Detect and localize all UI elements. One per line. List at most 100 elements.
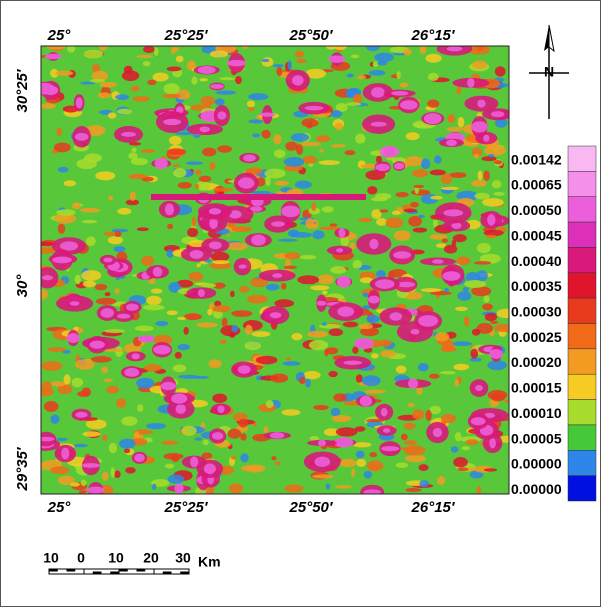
texture-blob — [124, 367, 140, 377]
texture-blob — [399, 82, 409, 88]
texture-blob — [487, 214, 496, 226]
texture-blob — [56, 437, 68, 442]
texture-blob — [90, 356, 112, 363]
texture-blob — [349, 242, 356, 250]
texture-blob — [453, 363, 470, 371]
texture-blob — [101, 471, 109, 481]
left-axis-label: 29°35′ — [14, 446, 31, 491]
texture-blob — [405, 132, 420, 141]
texture-blob — [490, 111, 505, 118]
top-axis-label: 25° — [47, 27, 72, 44]
texture-blob — [215, 90, 237, 95]
texture-blob — [251, 234, 266, 246]
texture-blob — [483, 134, 490, 142]
scale-label: 10 — [108, 550, 124, 566]
texture-ridge — [151, 194, 366, 200]
texture-blob — [212, 305, 231, 313]
texture-blob — [494, 323, 509, 333]
legend-swatch — [567, 272, 597, 299]
map-border — [40, 45, 510, 495]
texture-blob — [377, 60, 388, 66]
texture-blob — [53, 142, 71, 153]
texture-blob — [451, 239, 457, 247]
texture-blob — [172, 168, 187, 178]
legend-swatch — [567, 450, 597, 476]
texture-blob — [230, 455, 236, 460]
texture-blob — [403, 422, 416, 430]
texture-blob — [455, 306, 468, 312]
texture-blob — [330, 266, 347, 274]
texture-blob — [66, 333, 80, 344]
scale-label: 30 — [175, 550, 191, 566]
texture-blob — [191, 76, 198, 85]
texture-blob — [200, 96, 216, 106]
texture-blob — [83, 49, 103, 59]
scale-segment — [49, 569, 58, 572]
texture-blob — [133, 431, 140, 438]
texture-blob — [199, 126, 211, 133]
texture-blob — [243, 154, 256, 162]
texture-blob — [118, 438, 136, 450]
texture-blob — [284, 484, 304, 493]
texture-blob — [45, 46, 66, 50]
texture-blob — [99, 81, 118, 88]
texture-blob — [354, 133, 366, 144]
texture-blob — [470, 417, 486, 426]
texture-blob — [473, 153, 480, 159]
texture-blob — [209, 217, 218, 229]
texture-blob — [161, 440, 179, 445]
texture-blob — [304, 105, 324, 111]
texture-blob — [270, 373, 289, 383]
legend-label: 0.00035 — [511, 278, 562, 294]
scale-label: 10 — [43, 550, 59, 566]
texture-blob — [425, 53, 442, 63]
texture-blob — [318, 160, 340, 166]
texture-blob — [367, 186, 378, 195]
texture-blob — [494, 66, 506, 77]
texture-blob — [237, 365, 251, 374]
texture-blob — [355, 450, 365, 459]
map-texture — [41, 46, 509, 494]
texture-blob — [54, 213, 77, 224]
texture-blob — [136, 377, 155, 389]
texture-blob — [305, 218, 315, 229]
texture-blob — [246, 100, 256, 108]
texture-blob — [211, 432, 224, 440]
texture-blob — [291, 332, 303, 341]
texture-blob — [141, 255, 154, 266]
texture-blob — [207, 308, 213, 316]
texture-blob — [74, 274, 81, 285]
texture-blob — [476, 112, 483, 118]
texture-blob — [449, 172, 467, 178]
texture-blob — [450, 446, 459, 453]
texture-blob — [152, 266, 163, 277]
legend-swatch — [567, 247, 597, 274]
texture-blob — [265, 175, 271, 187]
texture-blob — [440, 413, 456, 424]
texture-blob — [263, 426, 269, 433]
texture-blob — [212, 260, 230, 265]
texture-blob — [350, 54, 360, 59]
texture-blob — [214, 300, 222, 307]
texture-blob — [244, 341, 261, 351]
texture-blob — [228, 210, 242, 219]
texture-blob — [226, 59, 247, 67]
texture-blob — [359, 271, 376, 280]
scale-segment — [92, 571, 102, 574]
legend-label: 0.00025 — [511, 329, 562, 345]
texture-blob — [154, 157, 168, 170]
texture-blob — [231, 226, 253, 233]
scale-segment — [136, 569, 146, 572]
texture-blob — [86, 486, 105, 494]
texture-blob — [443, 244, 458, 254]
texture-blob — [489, 348, 503, 359]
texture-blob — [228, 332, 236, 338]
texture-blob — [442, 271, 461, 281]
texture-blob — [436, 243, 447, 248]
texture-blob — [467, 77, 475, 88]
texture-blob — [80, 479, 87, 487]
texture-blob — [282, 361, 301, 366]
texture-blob — [108, 195, 113, 201]
texture-blob — [114, 288, 120, 295]
texture-blob — [85, 419, 107, 430]
